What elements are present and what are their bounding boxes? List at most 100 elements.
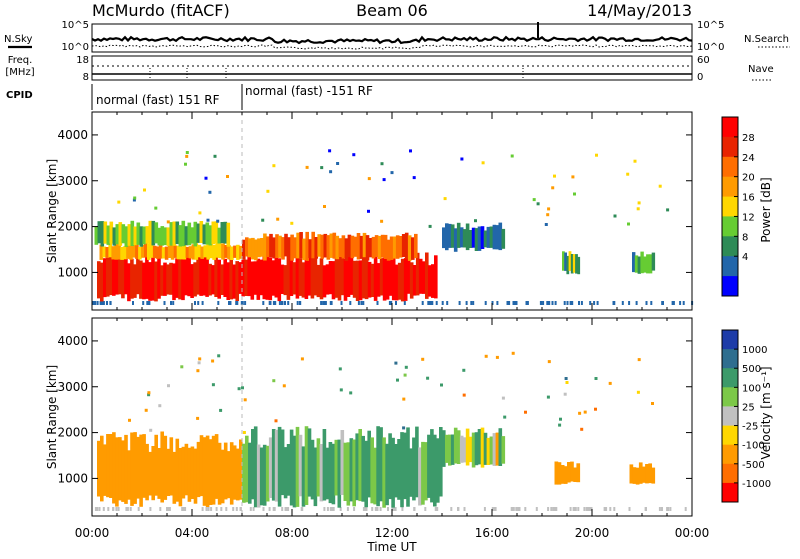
power-ground-scatter [147, 301, 150, 305]
power-region-3-cell [94, 226, 99, 245]
vel-cbar-swatch [722, 368, 738, 388]
station-title: McMurdo (fitACF) [92, 1, 230, 20]
power-ground-scatter [458, 301, 461, 305]
velocity-ground-scatter [450, 507, 453, 511]
power-speckle [627, 222, 630, 226]
velocity-region-2-cell [340, 430, 345, 495]
time-tick-label: 08:00 [275, 526, 310, 540]
y-tick-label: 2000 [57, 220, 88, 234]
velocity-region-1-cell [112, 432, 116, 504]
power-speckle [204, 176, 208, 180]
velocity-region-2-cell [274, 429, 279, 502]
power-y-axis-label: Slant Range [km] [45, 159, 59, 263]
power-ground-scatter [672, 301, 675, 305]
power-region-1-cell [373, 253, 378, 301]
power-region-4-cell [356, 233, 361, 260]
velocity-ground-scatter [167, 507, 169, 511]
power-region-1-cell [214, 252, 218, 297]
power-region-1-cell [340, 256, 345, 296]
power-ground-scatter [320, 301, 323, 305]
power-region-2-cell [129, 245, 133, 260]
power-ground-scatter [435, 301, 438, 305]
velocity-region-4-cell [554, 461, 559, 485]
power-region-4-cell [386, 239, 391, 261]
power-region-1-cell [124, 258, 128, 295]
power-region-2-cell [185, 246, 190, 258]
power-region-2-cell [158, 243, 163, 259]
velocity-speckle [167, 384, 170, 388]
velocity-speckle [402, 397, 406, 401]
power-region-3-cell [157, 227, 162, 246]
date-title: 14/May/2013 [587, 1, 692, 20]
power-region-4-cell [293, 237, 297, 259]
velocity-region-2-cell [298, 434, 303, 497]
power-region-3-cell [130, 220, 135, 246]
velocity-region-3-cell [489, 436, 494, 465]
velocity-ground-scatter [273, 507, 276, 511]
velocity-ground-scatter [232, 507, 235, 511]
velocity-region-2-cell [367, 430, 371, 498]
power-region-3-cell [163, 227, 168, 246]
velocity-ground-scatter [609, 507, 612, 511]
power-speckle [544, 223, 548, 226]
power-region-1-cell [130, 258, 134, 299]
power-ground-scatter [470, 301, 473, 305]
power-speckle [573, 192, 576, 196]
nave-right-tick-high: 60 [697, 55, 710, 66]
power-ground-scatter [201, 301, 204, 305]
power-region-4-cell [407, 235, 412, 261]
power-region-2-cell [102, 246, 107, 258]
velocity-ground-scatter [587, 507, 590, 511]
power-region-1-cell [391, 258, 396, 301]
power-ground-scatter [526, 301, 529, 305]
power-region-1-cell [403, 258, 408, 301]
velocity-panel: 4000 3000 2000 1000 Slant Range [km] [45, 317, 693, 517]
velocity-ground-scatter [184, 507, 187, 511]
power-speckle [117, 200, 121, 204]
velocity-ground-scatter [552, 507, 555, 511]
velocity-ground-scatter [491, 507, 494, 511]
power-region-1-cell [328, 261, 333, 295]
power-ground-scatter [280, 301, 283, 305]
power-region-4-cell [341, 235, 346, 259]
power-cbar-swatch [722, 276, 738, 297]
power-region-3-cell [139, 226, 144, 247]
velocity-ground-scatter [326, 507, 329, 511]
velocity-region-1-cell [202, 437, 207, 506]
velocity-region-1-cell [239, 439, 243, 500]
velocity-ground-scatter [572, 507, 575, 511]
velocity-ground-scatter [210, 507, 213, 511]
power-cbar-swatch [722, 216, 738, 237]
noise-panel: 10^5 10^0 10^5 10^0 N.Sky N.Search [4, 20, 790, 53]
velocity-ground-scatter [436, 507, 439, 511]
power-region-2-cell [218, 243, 222, 259]
power-ground-scatter [403, 301, 406, 305]
velocity-region-1-cell [148, 451, 152, 496]
power-speckle [276, 217, 280, 221]
power-cbar-tick-label: 12 [742, 212, 755, 223]
velocity-region-5-cell [642, 466, 646, 483]
velocity-ground-scatter [331, 507, 334, 511]
velocity-region-4-cell [570, 461, 574, 482]
velocity-ground-scatter [201, 507, 204, 511]
power-region-1-cell [268, 257, 273, 301]
power-ground-scatter [142, 301, 145, 305]
power-region-7-cell [640, 251, 644, 274]
velocity-ground-scatter [262, 507, 265, 511]
velocity-speckle [403, 373, 407, 377]
velocity-region-2-cell [418, 447, 422, 506]
power-region-1-cell [211, 265, 215, 295]
velocity-ground-scatter [205, 507, 208, 511]
power-ground-scatter [376, 301, 379, 305]
vel-cbar-swatch [722, 406, 738, 426]
nave-label: Nave [748, 64, 774, 75]
power-region-4-cell [401, 234, 406, 257]
velocity-ground-scatter [569, 507, 572, 511]
power-region-1-cell [349, 255, 354, 295]
velocity-region-1-cell [181, 446, 186, 499]
power-region-2-cell [123, 246, 127, 260]
power-region-2-cell [224, 245, 228, 258]
velocity-speckle [524, 410, 527, 414]
power-region-2-cell [135, 242, 139, 259]
power-region-3-cell [217, 227, 222, 244]
